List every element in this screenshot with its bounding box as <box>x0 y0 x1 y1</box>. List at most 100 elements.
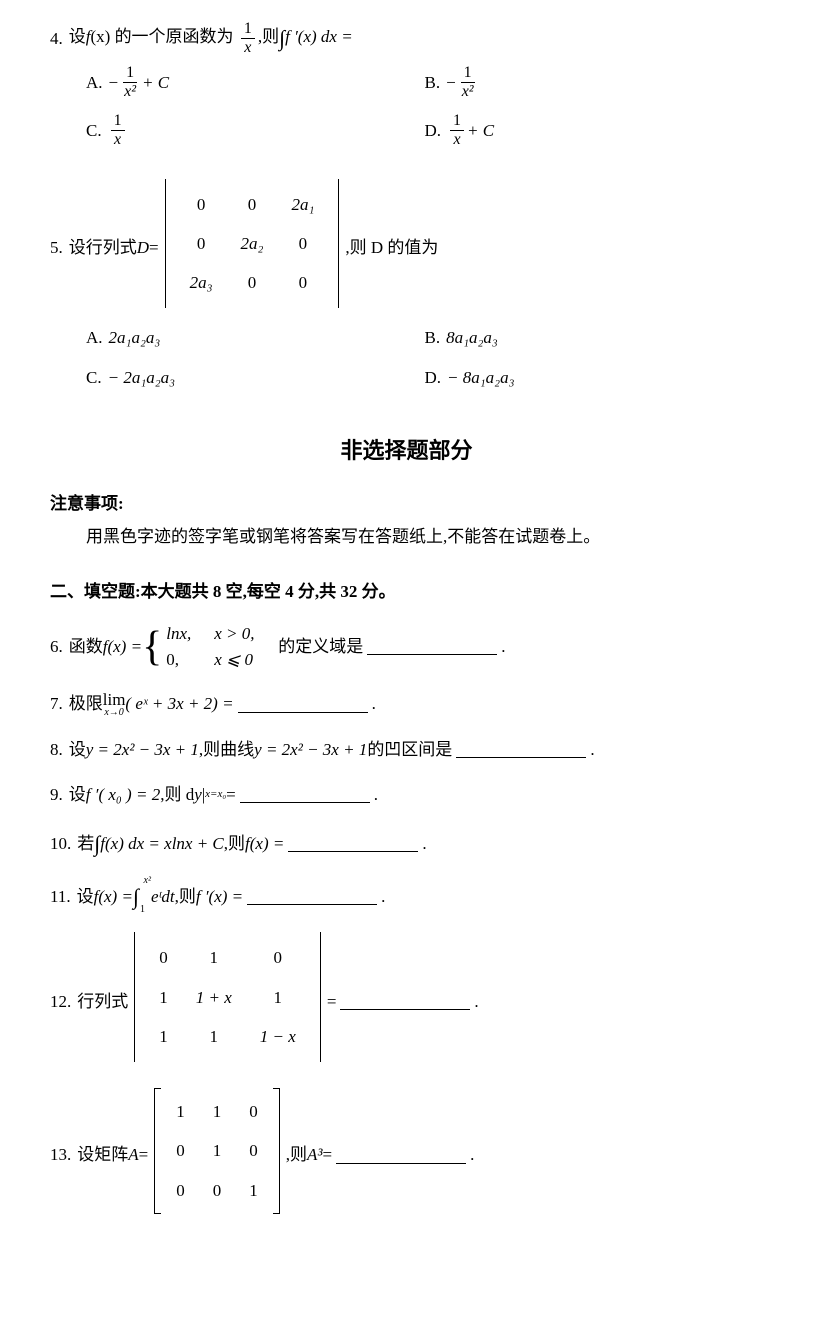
q12-m00: 0 <box>145 938 182 977</box>
q4-d-frac: 1x <box>450 112 464 148</box>
q10-num: 10. <box>50 830 71 857</box>
question-7: 7. 极限 limx→0 ( eˣ + 3x + 2) = . <box>50 690 763 717</box>
q9-pre: 设 <box>69 781 86 808</box>
q8-num: 8. <box>50 736 63 763</box>
q8-pre: 设 <box>69 736 86 763</box>
q5-c-text: − 2a₁a₂a₃ <box>108 364 175 391</box>
q4-a-frac: 1x² <box>121 64 139 100</box>
q12-matrix: 010 11 + x1 111 − x <box>134 932 321 1070</box>
q8-post: 的凹区间是 <box>367 736 452 763</box>
q4-a-num: 1 <box>123 64 137 83</box>
q13-m20: 0 <box>162 1171 199 1210</box>
q5-matrix: 002a₁ 02a₂0 2a₃00 <box>165 179 340 317</box>
q5-pre: 设行列式 <box>69 234 137 261</box>
q5-a-text: 2a₁a₂a₃ <box>109 324 161 351</box>
q4-d-den: x <box>450 131 463 149</box>
q4-b-den: x² <box>459 83 477 101</box>
q4-c-den: x <box>111 131 124 149</box>
q4-frac-den: x <box>241 39 254 57</box>
q5-eq: = <box>149 234 159 261</box>
q5-b-label: B. <box>425 324 441 351</box>
q11-pre: 设 <box>77 883 94 910</box>
q13-m02: 0 <box>235 1092 272 1131</box>
q12-num: 12. <box>50 988 71 1015</box>
q4-options: A. − 1x² + C B. − 1x² C. 1x D. 1x + C <box>86 64 763 160</box>
q12-m21: 1 <box>182 1017 246 1056</box>
q6-fx: f(x) = <box>103 633 142 660</box>
q7-lim-top: lim <box>103 691 126 708</box>
question-12: 12. 行列式 010 11 + x1 111 − x = . <box>50 932 763 1070</box>
q13-m11: 1 <box>199 1131 236 1170</box>
q8-y2: y = 2x² − 3x + 1 <box>254 736 367 763</box>
q5-m11: 2a₂ <box>227 224 278 263</box>
notice-title: 注意事项: <box>50 490 763 517</box>
q4-fx2: (x) <box>90 27 110 46</box>
q13-blank[interactable] <box>336 1147 466 1164</box>
q12-m02: 0 <box>246 938 310 977</box>
q11-integrand: eᵗdt <box>151 883 175 910</box>
q12-m22: 1 − x <box>246 1017 310 1056</box>
q6-blank[interactable] <box>367 638 497 655</box>
q5-stem: 5. 设行列式 D = 002a₁ 02a₂0 2a₃00 ,则 D 的值为 <box>50 179 763 317</box>
q10-pre: 若 <box>77 830 94 857</box>
q4-pre: 设 <box>69 27 86 46</box>
q9-sub: x=x₀ <box>205 786 226 804</box>
q7-blank[interactable] <box>238 696 368 713</box>
q5-m01: 0 <box>227 185 278 224</box>
q5-c-label: C. <box>86 364 102 391</box>
q4-option-a: A. − 1x² + C <box>86 64 425 100</box>
q13-eq2: = <box>322 1141 332 1168</box>
q4-mid2: ,则 <box>258 27 279 46</box>
q8-mid: ,则曲线 <box>199 736 254 763</box>
q9-dot: . <box>374 781 378 808</box>
q7-dot: . <box>372 690 376 717</box>
q5-number: 5. <box>50 234 63 261</box>
question-11: 11. 设 f(x) = ∫ x² 1 eᵗdt ,则 f ′(x) = . <box>50 879 763 914</box>
q10-blank[interactable] <box>288 835 418 852</box>
q11-fx: f(x) = <box>94 883 133 910</box>
q4-c-label: C. <box>86 117 102 144</box>
q13-m21: 0 <box>199 1171 236 1210</box>
q5-options: A.2a₁a₂a₃ B.8a₁a₂a₃ C.− 2a₁a₂a₃ D.− 8a₁a… <box>86 324 763 402</box>
q13-dot: . <box>470 1141 474 1168</box>
q13-pre: 设矩阵 <box>77 1141 128 1168</box>
q4-a-pre: − <box>109 69 119 96</box>
q13-m00: 1 <box>162 1092 199 1131</box>
q8-dot: . <box>590 736 594 763</box>
q4-text: 设f(x) 的一个原函数为 1x,则∫f ′(x) dx = <box>69 20 353 56</box>
q11-lower: 1 <box>140 902 145 918</box>
q11-fp: f ′(x) = <box>196 883 243 910</box>
q12-m11: 1 + x <box>182 978 246 1017</box>
q8-blank[interactable] <box>456 741 586 758</box>
q13-mid: ,则 <box>286 1141 307 1168</box>
q5-m00: 0 <box>176 185 227 224</box>
q11-num: 11. <box>50 883 71 910</box>
q4-fprime: f ′(x) dx = <box>285 27 353 46</box>
q9-mid: ,则 d <box>160 781 194 808</box>
q5-d-text: − 8a₁a₂a₃ <box>447 364 514 391</box>
q4-frac-num: 1 <box>241 20 255 39</box>
q9-blank[interactable] <box>240 786 370 803</box>
q13-m12: 0 <box>235 1131 272 1170</box>
q4-b-frac: 1x² <box>459 64 477 100</box>
q13-num: 13. <box>50 1141 71 1168</box>
q6-p2c: x ⩽ 0 <box>214 647 278 673</box>
q5-post: ,则 D 的值为 <box>345 234 438 261</box>
q6-p1v: lnx, <box>166 621 214 647</box>
q12-blank[interactable] <box>340 993 470 1010</box>
q4-d-num: 1 <box>450 112 464 131</box>
q4-c-num: 1 <box>111 112 125 131</box>
q4-frac: 1x <box>241 20 255 56</box>
question-5: 5. 设行列式 D = 002a₁ 02a₂0 2a₃00 ,则 D 的值为 A… <box>50 179 763 403</box>
q4-b-pre: − <box>446 69 456 96</box>
q9-y: y <box>194 781 202 808</box>
q12-m10: 1 <box>145 978 182 1017</box>
q11-blank[interactable] <box>247 888 377 905</box>
q10-fx: f(x) = <box>245 830 284 857</box>
q4-c-frac: 1x <box>111 112 125 148</box>
q13-m10: 0 <box>162 1131 199 1170</box>
q13-m22: 1 <box>235 1171 272 1210</box>
q10-dot: . <box>422 830 426 857</box>
q5-m22: 0 <box>277 263 328 302</box>
q7-lim: limx→0 <box>103 691 126 718</box>
